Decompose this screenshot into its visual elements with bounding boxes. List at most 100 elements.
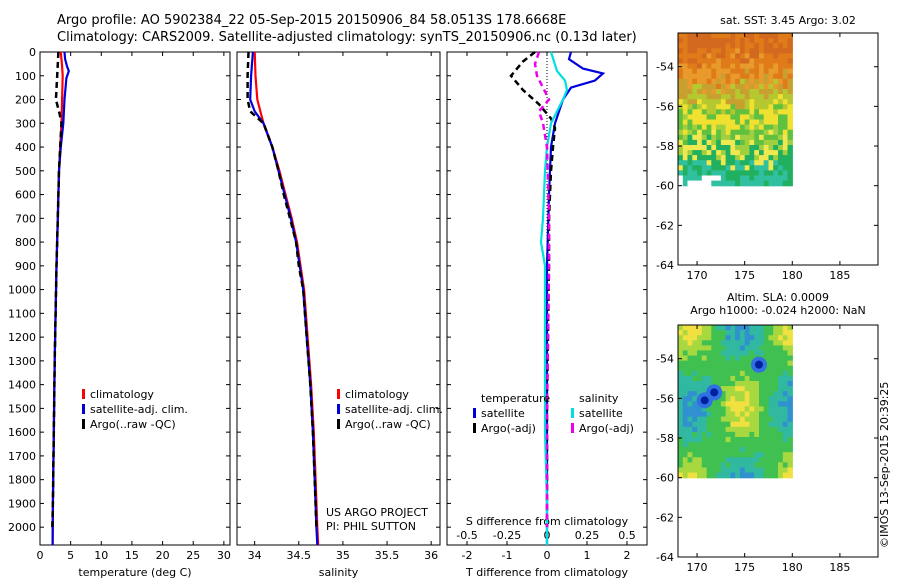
map-cell: [759, 386, 765, 392]
map-cell: [782, 365, 789, 372]
map-cell: [687, 83, 693, 90]
map-cell: [744, 431, 751, 438]
map-cell: [687, 457, 693, 463]
map-cell: [768, 114, 774, 121]
map-cell: [697, 462, 703, 469]
map-cell: [716, 104, 722, 110]
map-cell: [720, 58, 727, 65]
legend-label: satellite-adj. clim.: [345, 403, 443, 416]
map-cell: [687, 38, 693, 44]
project-annotation: US ARGO PROJECT: [326, 506, 428, 519]
map-cell: [763, 355, 770, 362]
map-cell: [725, 145, 731, 151]
map-cell: [773, 360, 779, 367]
x-tick-label: 34: [248, 549, 262, 562]
map-x-tick-label: 180: [782, 269, 803, 282]
map-cell: [720, 386, 727, 392]
map-cell: [687, 335, 693, 341]
map-cell: [787, 170, 793, 177]
map-cell: [701, 462, 708, 469]
map-cell: [787, 43, 793, 49]
map-cell: [778, 401, 784, 407]
map-cell: [763, 160, 770, 166]
map-cell: [692, 114, 698, 121]
map-cell: [687, 89, 693, 95]
map-cell: [749, 94, 755, 100]
y-tick-label: 1100: [8, 307, 36, 320]
map-cell: [778, 145, 784, 151]
map-cell: [735, 350, 741, 357]
map-cell: [720, 68, 727, 75]
map-cell: [754, 58, 760, 65]
map-cell: [735, 58, 741, 65]
map-cell: [782, 99, 789, 105]
map-cell: [778, 355, 784, 362]
y-tick-label: 0: [29, 46, 36, 59]
map-cell: [716, 175, 722, 182]
salinity-panel: 34 34.5 35 35.5 36salinityclimatologysatelli…: [236, 51, 443, 579]
map-cell: [754, 467, 760, 474]
map-cell: [735, 330, 741, 336]
map-cell: [773, 330, 779, 336]
map-cell: [744, 406, 751, 413]
map-cell: [716, 325, 722, 331]
map-cell: [687, 63, 693, 70]
map-cell: [701, 170, 708, 177]
map-cell: [692, 457, 698, 463]
map-cell: [730, 160, 736, 166]
map-cell: [697, 150, 703, 156]
map-cell: [706, 104, 712, 110]
y-tick-label: 300: [15, 117, 36, 130]
map-cell: [730, 365, 736, 372]
map-cell: [682, 119, 689, 126]
map-cell: [744, 411, 751, 418]
map-cell: [706, 442, 712, 448]
map-cell: [778, 360, 784, 367]
map-cell: [706, 83, 712, 90]
map-cell: [730, 134, 736, 141]
map-cell: [725, 325, 731, 331]
map-cell: [773, 431, 779, 438]
map-cell: [778, 73, 784, 80]
map-cell: [720, 437, 727, 443]
map-cell: [682, 365, 689, 372]
map-cell: [692, 175, 698, 182]
map-cell: [706, 325, 712, 331]
map-cell: [720, 325, 727, 331]
map-cell: [759, 345, 765, 352]
map-cell: [725, 442, 731, 448]
map-cell: [735, 68, 741, 75]
map-cell: [711, 145, 717, 151]
map-cell: [692, 401, 698, 407]
map-cell: [687, 165, 693, 171]
map-cell: [744, 94, 751, 100]
map-cell: [687, 78, 693, 85]
map-cell: [763, 94, 770, 100]
map-cell: [701, 134, 708, 141]
map-cell: [697, 53, 703, 60]
map-cell: [730, 58, 736, 65]
map-cell: [720, 73, 727, 80]
map-cell: [697, 421, 703, 428]
y-tick-label: 1400: [8, 379, 36, 392]
map-cell: [692, 335, 698, 341]
map-cell: [682, 170, 689, 177]
map-cell: [744, 170, 751, 177]
map-cell: [739, 99, 746, 105]
map-cell: [749, 325, 755, 331]
map-cell: [759, 114, 765, 121]
map-cell: [754, 53, 760, 60]
x-tick-label: 15: [125, 549, 139, 562]
map-cell: [787, 139, 793, 146]
legend-group-title: salinity: [579, 392, 619, 405]
map-cell: [735, 119, 741, 126]
map-cell: [682, 452, 689, 458]
map-cell: [711, 48, 717, 54]
y-tick-label: 1500: [8, 402, 36, 415]
map-cell: [682, 53, 689, 60]
map-cell: [778, 442, 784, 448]
map-cell: [697, 109, 703, 115]
map-cell: [716, 462, 722, 469]
map-cell: [720, 160, 727, 166]
map-cell: [720, 119, 727, 126]
